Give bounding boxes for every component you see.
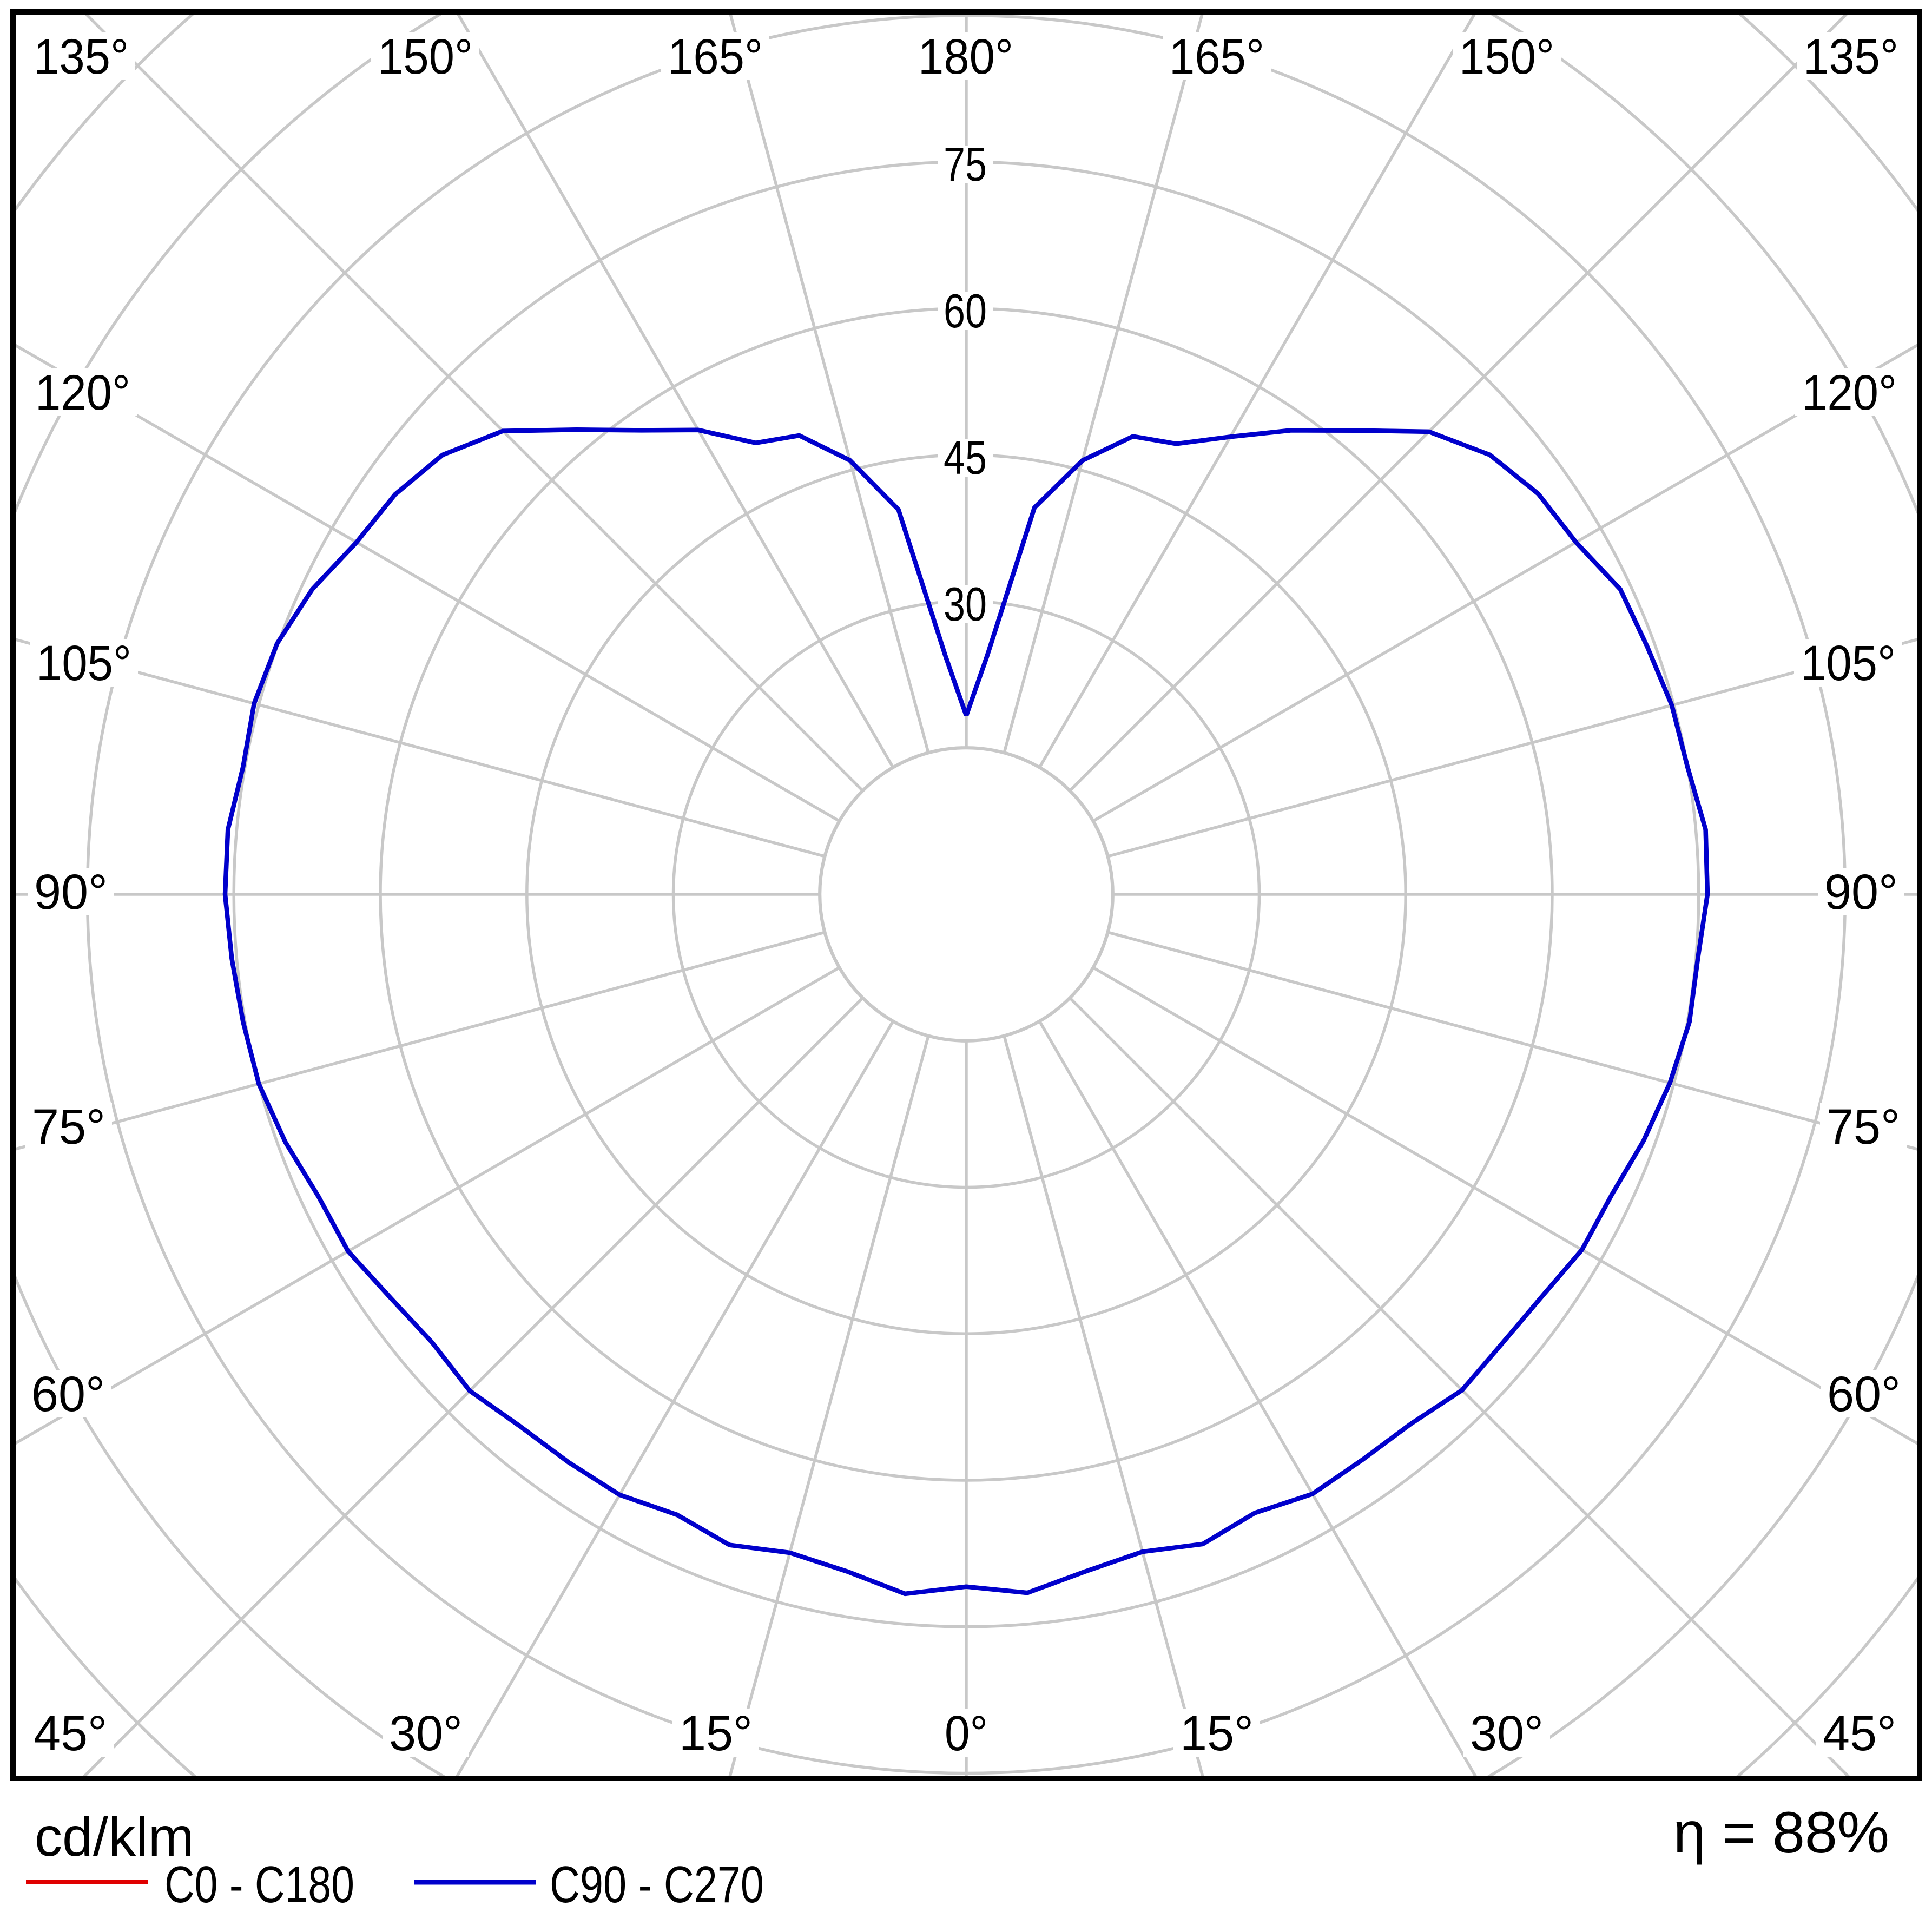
svg-text:150°: 150° (1459, 29, 1554, 84)
svg-text:cd/klm: cd/klm (35, 1806, 194, 1868)
svg-text:60: 60 (944, 284, 987, 338)
svg-text:C90 - C270: C90 - C270 (550, 1856, 764, 1914)
svg-text:15°: 15° (1180, 1706, 1254, 1761)
svg-text:0°: 0° (945, 1706, 988, 1761)
svg-text:135°: 135° (34, 29, 129, 84)
svg-text:105°: 105° (1801, 636, 1896, 691)
svg-text:75°: 75° (1827, 1099, 1900, 1155)
svg-text:75: 75 (944, 137, 987, 191)
svg-text:60°: 60° (31, 1367, 105, 1422)
svg-text:120°: 120° (35, 365, 130, 420)
svg-text:45: 45 (944, 431, 987, 484)
svg-text:60°: 60° (1827, 1367, 1901, 1422)
svg-text:45°: 45° (34, 1706, 107, 1761)
svg-text:135°: 135° (1803, 29, 1898, 84)
svg-text:150°: 150° (378, 29, 473, 84)
svg-text:180°: 180° (918, 29, 1013, 84)
svg-text:90°: 90° (1824, 865, 1898, 920)
svg-text:75°: 75° (32, 1099, 105, 1155)
svg-text:η = 88%: η = 88% (1673, 1799, 1889, 1865)
svg-text:105°: 105° (36, 636, 131, 691)
svg-text:45°: 45° (1823, 1706, 1896, 1761)
svg-text:C0 - C180: C0 - C180 (164, 1856, 354, 1914)
svg-text:30: 30 (944, 577, 987, 631)
svg-text:165°: 165° (668, 29, 763, 84)
svg-text:120°: 120° (1802, 365, 1897, 420)
svg-text:15°: 15° (679, 1706, 753, 1761)
svg-text:30°: 30° (1470, 1706, 1544, 1761)
svg-text:165°: 165° (1169, 29, 1264, 84)
svg-text:30°: 30° (389, 1706, 463, 1761)
svg-text:90°: 90° (34, 865, 108, 920)
